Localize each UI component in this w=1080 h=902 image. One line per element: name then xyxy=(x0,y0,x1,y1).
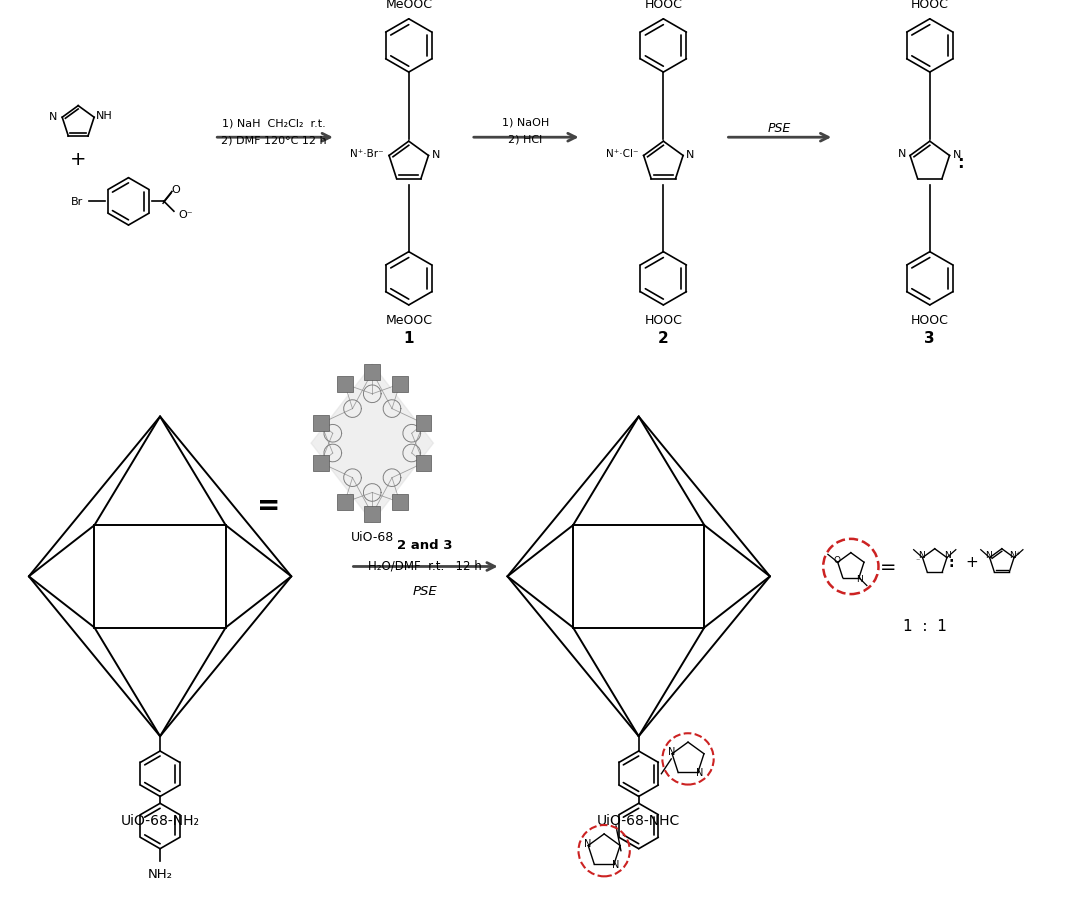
Text: H₂O/DMF  r.t.   12 h: H₂O/DMF r.t. 12 h xyxy=(367,559,482,573)
Text: 1: 1 xyxy=(404,331,414,345)
Text: PSE: PSE xyxy=(413,584,437,597)
Bar xyxy=(337,495,352,511)
Text: N: N xyxy=(985,550,993,559)
Text: N: N xyxy=(612,860,620,870)
Text: N⁺·Cl⁻: N⁺·Cl⁻ xyxy=(606,148,638,159)
Text: 1) NaH  CH₂Cl₂  r.t.: 1) NaH CH₂Cl₂ r.t. xyxy=(221,118,325,128)
Text: MeOOC: MeOOC xyxy=(386,314,432,327)
Bar xyxy=(392,377,408,392)
Text: N: N xyxy=(856,575,863,584)
Bar xyxy=(337,377,352,392)
Text: N: N xyxy=(953,151,961,161)
Bar xyxy=(364,364,380,381)
Text: N: N xyxy=(49,112,57,122)
Text: N⁺: N⁺ xyxy=(1010,550,1021,559)
Bar xyxy=(364,507,380,522)
Text: :: : xyxy=(948,555,955,569)
Text: N: N xyxy=(686,151,694,161)
Text: N: N xyxy=(697,768,703,778)
Text: 3: 3 xyxy=(924,331,935,345)
Text: O⁻: O⁻ xyxy=(179,210,193,220)
Text: O: O xyxy=(172,184,180,194)
Text: Br: Br xyxy=(71,198,83,207)
Text: =: = xyxy=(257,492,281,520)
Bar xyxy=(416,416,431,432)
Bar xyxy=(313,416,328,432)
Text: UiO-68-NHC: UiO-68-NHC xyxy=(597,814,680,827)
Text: N⁺·Br⁻: N⁺·Br⁻ xyxy=(351,148,384,159)
Polygon shape xyxy=(311,364,433,522)
Text: 1  :  1: 1 : 1 xyxy=(903,619,947,633)
Text: UiO-68-NH₂: UiO-68-NH₂ xyxy=(121,814,200,827)
Text: HOOC: HOOC xyxy=(910,314,948,327)
Bar xyxy=(313,456,328,471)
Text: MeOOC: MeOOC xyxy=(386,0,432,12)
Text: HOOC: HOOC xyxy=(910,0,948,12)
Text: N: N xyxy=(431,151,440,161)
Bar xyxy=(416,456,431,471)
Text: N: N xyxy=(897,148,906,159)
Text: N: N xyxy=(583,838,591,848)
Text: +: + xyxy=(70,151,86,170)
Text: N: N xyxy=(669,746,676,756)
Text: 2) DMF 120°C 12 h: 2) DMF 120°C 12 h xyxy=(220,135,326,145)
Text: N: N xyxy=(918,550,924,559)
Text: +: + xyxy=(966,555,978,569)
Text: 2 and 3: 2 and 3 xyxy=(396,538,453,552)
Text: HOOC: HOOC xyxy=(645,0,683,12)
Text: PSE: PSE xyxy=(767,122,791,134)
Text: NH₂: NH₂ xyxy=(148,867,173,880)
Text: N: N xyxy=(945,550,951,559)
Text: =: = xyxy=(880,557,896,576)
Bar xyxy=(392,495,408,511)
Text: O: O xyxy=(834,555,840,564)
Text: NH: NH xyxy=(96,111,112,121)
Text: 2: 2 xyxy=(658,331,669,345)
Text: 2) HCl: 2) HCl xyxy=(508,134,542,144)
Text: UiO-68: UiO-68 xyxy=(351,530,394,544)
Text: ⁻: ⁻ xyxy=(916,556,920,565)
Text: HOOC: HOOC xyxy=(645,314,683,327)
Text: :: : xyxy=(958,153,964,171)
Text: 1) NaOH: 1) NaOH xyxy=(501,117,549,127)
